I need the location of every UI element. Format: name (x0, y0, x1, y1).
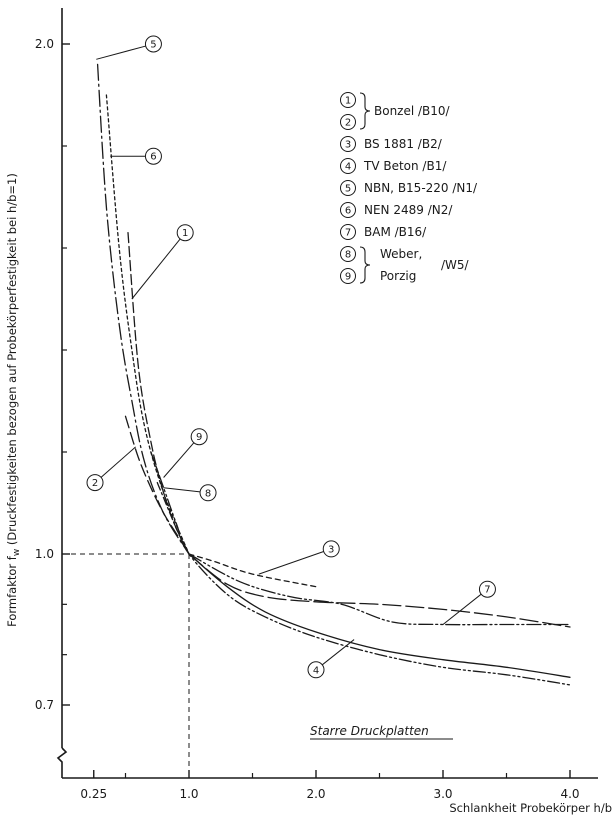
legend-marker-number-2: 2 (345, 118, 351, 129)
legend-marker-2 (340, 114, 356, 130)
y-tick-label: 2.0 (35, 37, 54, 51)
legend-label: NBN, B15-220 /N1/ (364, 181, 478, 195)
legend-label: TV Beton /B1/ (363, 159, 447, 173)
axes: 0.25 1.0 2.0 3.0 4.0 0.7 1.0 2.0 Schlankheit Pro… (5, 8, 612, 815)
legend-label: BS 1881 /B2/ (364, 137, 443, 151)
callout-circle-1 (176, 224, 194, 242)
series-line-9 (150, 451, 571, 686)
x-tick-label: 3.0 (433, 787, 452, 801)
callout-number-4: 4 (313, 665, 319, 676)
callout-number-1: 1 (182, 228, 188, 239)
callout-leader-5 (96, 45, 146, 60)
callout-circle-5 (144, 35, 162, 53)
x-tick-label: 4.0 (560, 787, 579, 801)
legend-marker-1 (340, 92, 356, 108)
legend-label: /W5/ (441, 258, 470, 272)
callout-circle-2 (86, 474, 104, 492)
legend-label-line: Porzig (380, 269, 416, 283)
callout-leader-2 (100, 446, 136, 478)
legend-marker-7 (340, 224, 356, 240)
callout-number-2: 2 (92, 478, 98, 489)
y-axis-title: Formfaktor fw (Druckfestigkeiten bezogen… (5, 173, 22, 627)
annotation-text: Starre Druckplatten (310, 724, 429, 738)
legend-marker-number-8: 8 (345, 250, 351, 261)
y-tick-label: 0.7 (35, 698, 54, 712)
callout-number-3: 3 (328, 544, 334, 555)
legend-marker-3 (340, 136, 356, 152)
x-tick-label: 0.25 (80, 787, 107, 801)
series-line-7 (188, 553, 571, 628)
legend-brace (359, 92, 371, 130)
callout-circle-3 (322, 540, 340, 558)
series-callouts: 5 6 1 9 2 8 3 7 4 (86, 35, 496, 679)
callout-leader-1 (131, 238, 181, 300)
legend-marker-number-1: 1 (345, 96, 351, 107)
legend-marker-9 (340, 268, 356, 284)
legend-marker-number-4: 4 (345, 162, 351, 173)
series-lines (96, 63, 571, 686)
callout-circle-6 (144, 147, 162, 165)
x-tick-label: 2.0 (306, 787, 325, 801)
series-line-6 (105, 94, 190, 555)
series-line-9b (188, 553, 571, 626)
callout-leader-8 (163, 487, 201, 493)
legend-label-line: Weber, (380, 247, 422, 261)
series-line-8 (156, 481, 190, 555)
legend-marker-number-6: 6 (345, 206, 351, 217)
annotation: Starre Druckplatten (310, 724, 453, 740)
legend-label: Bonzel /B10/ (374, 104, 451, 118)
callout-circle-7 (478, 580, 496, 598)
callout-number-9: 9 (196, 432, 202, 443)
legend: 1 2 Bonzel /B10/3 BS 1881 /B2/4 TV Beton /B1… (340, 92, 478, 284)
callout-leader-9 (163, 442, 195, 478)
callout-leader-4 (321, 639, 355, 666)
legend-marker-5 (340, 180, 356, 196)
y-axis-title-rest: (Druckfestigkeiten bezogen auf Probekörp… (5, 173, 19, 549)
series-line-2 (124, 415, 190, 555)
legend-marker-number-3: 3 (345, 140, 351, 151)
legend-marker-number-9: 9 (345, 272, 351, 283)
callout-circle-8 (199, 484, 217, 502)
callout-number-8: 8 (205, 488, 211, 499)
callout-number-6: 6 (150, 152, 156, 163)
legend-marker-number-5: 5 (345, 184, 351, 195)
legend-marker-6 (340, 202, 356, 218)
series-line-5 (96, 63, 190, 555)
series-line-1 (127, 232, 190, 555)
series-line-3 (188, 553, 317, 588)
callout-circle-9 (190, 428, 208, 446)
legend-brace (359, 246, 371, 284)
callout-circle-4 (307, 661, 325, 679)
callout-leader-3 (258, 551, 324, 575)
y-tick-label: 1.0 (35, 547, 54, 561)
x-axis-title: Schlankheit Probekörper h/b (449, 801, 612, 815)
y-axis-title-subscript: w (12, 549, 22, 556)
legend-marker-4 (340, 158, 356, 174)
callout-leader-7 (442, 593, 482, 625)
legend-marker-8 (340, 246, 356, 262)
series-line-4 (188, 553, 571, 678)
reference-lines (62, 553, 190, 778)
y-axis-title-main: Formfaktor f (5, 555, 19, 627)
callout-number-5: 5 (150, 40, 156, 51)
x-tick-label: 1.0 (179, 787, 198, 801)
legend-label: NEN 2489 /N2/ (364, 203, 453, 217)
legend-marker-number-7: 7 (345, 228, 351, 239)
callout-number-7: 7 (484, 585, 490, 596)
legend-label: BAM /B16/ (364, 225, 427, 239)
y-axis-break (56, 747, 68, 778)
